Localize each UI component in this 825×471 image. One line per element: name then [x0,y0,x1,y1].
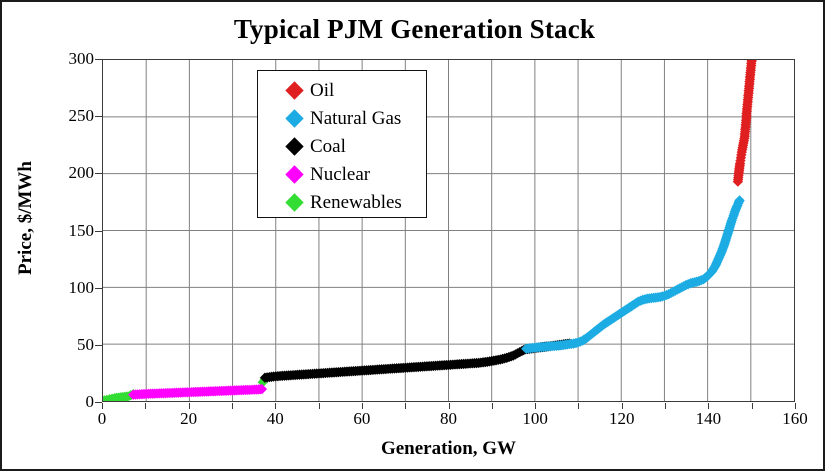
x-tick-label: 80 [440,409,457,428]
chart-legend: Oil Natural Gas Coal Nuclear Renewables [257,70,427,218]
y-tick-label: 0 [85,392,95,411]
x-tick-mark [145,403,147,409]
legend-item-renewables[interactable]: Renewables [258,188,426,216]
y-tick-mark [95,116,102,118]
x-tick-label: 0 [97,409,107,428]
coal-diamond-icon [285,136,304,156]
x-tick-mark [665,403,667,409]
x-tick-label: 60 [353,409,371,428]
y-tick-mark [95,402,102,403]
series-oil [732,60,757,187]
series-natural-gas [521,195,745,354]
y-tick-label: 100 [68,277,95,297]
y-tick-mark [95,230,102,232]
x-tick-label: 140 [695,409,722,428]
y-tick-mark [95,344,102,346]
x-tick-mark [188,403,190,409]
x-tick-label: 100 [522,409,548,428]
x-tick-mark [405,403,407,409]
y-tick-label: 200 [68,163,95,183]
y-tick-mark [95,173,102,175]
legend-label-oil: Oil [310,79,335,101]
x-tick-mark [621,403,623,409]
x-tick-mark [102,403,103,409]
x-tick-mark [231,403,233,409]
legend-label-natural-gas: Natural Gas [310,107,402,129]
y-tick-mark [95,287,102,289]
x-axis-title: Generation, GW [380,438,517,459]
oil-diamond-icon [285,80,304,100]
x-tick-label: 20 [180,409,198,428]
y-tick-label: 50 [77,334,94,354]
legend-item-coal[interactable]: Coal [258,132,426,160]
y-axis-title: Price, $/MWh [15,161,36,275]
legend-item-oil[interactable]: Oil [258,76,426,104]
renewables-diamond-icon [285,192,304,212]
x-tick-mark [751,403,753,409]
chart-title: Typical PJM Generation Stack [233,14,596,44]
x-tick-mark [448,403,450,409]
x-tick-label: 40 [266,409,284,428]
y-tick-label: 150 [68,220,95,240]
plot-area [102,59,795,402]
x-tick-mark [491,403,493,409]
legend-item-natural-gas[interactable]: Natural Gas [258,104,426,132]
legend-label-coal: Coal [310,135,346,157]
legend-item-nuclear[interactable]: Nuclear [258,160,426,188]
natural-gas-diamond-icon [285,108,304,128]
legend-label-nuclear: Nuclear [310,163,371,185]
x-axis-tick-labels: 0 20 40 60 80 100 120 140 160 [98,409,808,434]
y-tick-mark [95,59,102,60]
x-tick-label: 160 [782,409,808,428]
x-tick-mark [535,403,537,409]
y-axis-tick-labels: 0 50 100 150 200 250 300 [30,50,95,410]
x-tick-mark [708,403,710,409]
x-tick-mark [795,403,796,409]
x-tick-mark [275,403,277,409]
x-tick-mark [578,403,580,409]
x-tick-mark [318,403,320,409]
nuclear-diamond-icon [285,164,304,184]
series-nuclear [128,383,268,400]
legend-label-renewables: Renewables [310,191,402,213]
y-tick-label: 300 [68,49,95,68]
data-series-layer [103,60,757,401]
x-tick-mark [361,403,363,409]
y-tick-label: 250 [68,106,95,126]
x-tick-label: 120 [609,409,635,428]
